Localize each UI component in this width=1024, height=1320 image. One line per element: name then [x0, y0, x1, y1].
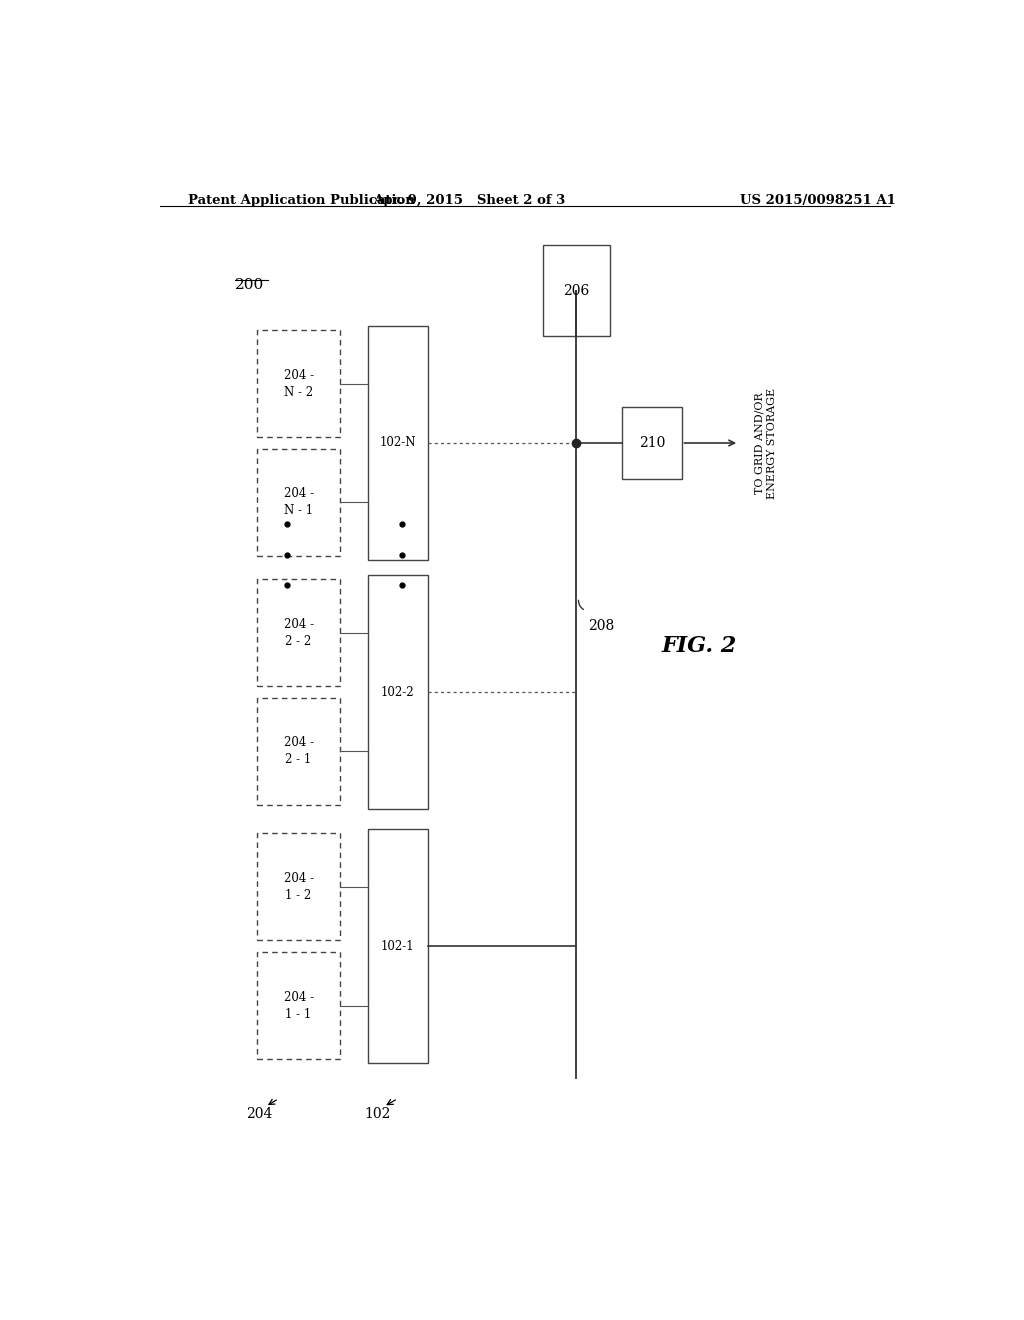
Text: 204 -
2 - 2: 204 - 2 - 2 [284, 618, 313, 648]
Text: 200: 200 [236, 279, 264, 292]
Text: 204 -
N - 1: 204 - N - 1 [284, 487, 313, 517]
Text: 206: 206 [563, 284, 590, 297]
Bar [622, 408, 682, 479]
Text: US 2015/0098251 A1: US 2015/0098251 A1 [740, 194, 896, 207]
Text: 102: 102 [365, 1106, 391, 1121]
Text: 204 -
1 - 2: 204 - 1 - 2 [284, 871, 313, 902]
Bar [257, 449, 340, 556]
Text: 102-N: 102-N [380, 437, 416, 450]
Text: TO GRID AND/OR
ENERGY STORAGE: TO GRID AND/OR ENERGY STORAGE [755, 388, 776, 499]
Text: FIG. 2: FIG. 2 [662, 635, 737, 657]
Bar [257, 952, 340, 1059]
Bar [368, 576, 428, 809]
Text: 102-1: 102-1 [381, 940, 415, 953]
Bar [257, 698, 340, 805]
Text: 210: 210 [639, 436, 665, 450]
Text: 208: 208 [588, 619, 614, 634]
Bar [543, 244, 610, 337]
Text: 204 -
1 - 1: 204 - 1 - 1 [284, 990, 313, 1020]
Text: Apr. 9, 2015   Sheet 2 of 3: Apr. 9, 2015 Sheet 2 of 3 [373, 194, 565, 207]
Bar [257, 833, 340, 940]
Bar [368, 326, 428, 560]
Text: 102-2: 102-2 [381, 685, 415, 698]
Text: 204: 204 [246, 1106, 272, 1121]
Text: 204 -
N - 2: 204 - N - 2 [284, 368, 313, 399]
Text: 204 -
2 - 1: 204 - 2 - 1 [284, 737, 313, 767]
Bar [368, 829, 428, 1063]
Text: Patent Application Publication: Patent Application Publication [187, 194, 415, 207]
Bar [257, 579, 340, 686]
Bar [257, 330, 340, 437]
